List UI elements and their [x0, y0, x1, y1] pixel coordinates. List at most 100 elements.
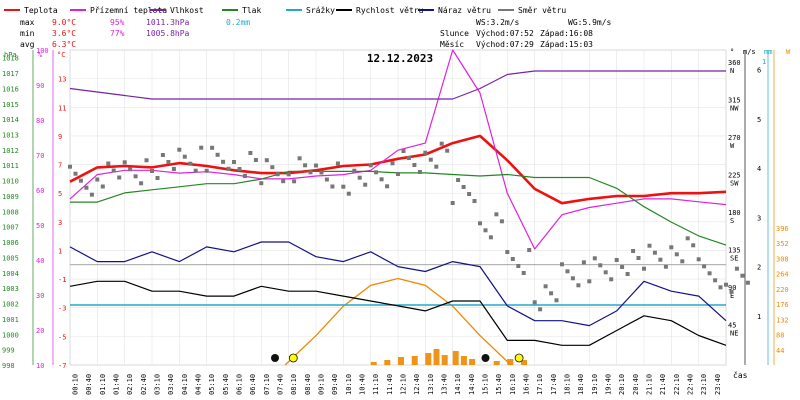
wind-dir-point: [89, 192, 94, 197]
x-tick-label: 02:10: [126, 374, 134, 395]
wind-dir-point: [456, 178, 461, 182]
axis-pct-unit: %: [38, 51, 43, 59]
wind-dir-point: [368, 163, 373, 168]
wind-dir-point: [592, 256, 597, 261]
wind-dir-point: [745, 280, 750, 285]
stats-max-rain: 0.2mm: [226, 18, 250, 27]
wind-dir-point: [494, 212, 499, 217]
grid: [69, 49, 727, 366]
wind-dir-point: [505, 250, 510, 254]
wind-dir-point: [685, 236, 690, 241]
wind-dir-point: [346, 191, 351, 196]
wind-dir-point: [78, 178, 83, 183]
x-tick-label: 19:10: [591, 374, 599, 395]
axis-dir-name: S: [730, 217, 734, 225]
stats-avg-label: avg: [20, 40, 35, 49]
rain-bar: [425, 353, 432, 365]
wind-dir-point: [499, 219, 504, 224]
x-tick-label: 18:10: [564, 374, 572, 395]
x-tick-label: 06:40: [249, 374, 257, 395]
x-tick-label: 11:40: [386, 374, 394, 395]
x-tick-label: 14:10: [454, 374, 462, 395]
axis-dir-deg: 360: [728, 59, 741, 67]
moon-set: Západ:15:03: [540, 40, 593, 49]
x-tick-label: 23:40: [714, 374, 722, 395]
wind-dir-point: [488, 235, 493, 240]
wind-dir-point: [724, 282, 728, 287]
wind-dir-point: [549, 291, 554, 296]
wind-dir-point: [412, 163, 417, 167]
axis-dir-name: E: [730, 292, 734, 300]
wind-dir-point: [357, 175, 362, 180]
axis-hpa-tick: 1014: [2, 116, 19, 124]
wind-dir-point: [674, 252, 679, 257]
wind-dir-point: [221, 159, 226, 164]
wind-dir-point: [324, 177, 329, 182]
axis-hpa-tick: 1015: [2, 101, 19, 109]
wind-dir-point: [111, 168, 116, 173]
rain-bar: [370, 362, 377, 365]
legend-label: Směr větru: [518, 6, 566, 15]
sun-mark: [514, 353, 524, 363]
axis-w-tick: 308: [776, 255, 789, 263]
wind-dir-point: [204, 168, 209, 173]
wind-dir-point: [232, 160, 236, 164]
axis-hpa-tick: 1009: [2, 193, 19, 201]
series-layer: [68, 49, 750, 346]
wind-dir-point: [215, 152, 220, 157]
wind-dir-point: [171, 167, 176, 171]
axis-hpa-tick: 1008: [2, 208, 19, 216]
stats-min-temp: 3.6°C: [52, 29, 76, 38]
axis-hpa-tick: 1018: [2, 55, 19, 63]
wind-dir-point: [281, 179, 286, 184]
axis-hpa-tick: 998: [2, 362, 15, 370]
wind-dir-point: [581, 260, 586, 265]
x-tick-label: 17:40: [550, 374, 558, 395]
wind-dir-point: [193, 168, 198, 173]
wind-dir-point: [150, 169, 154, 173]
legend-label: Teplota: [24, 6, 58, 15]
wind-dir-point: [303, 163, 308, 168]
legend-label: Vlhkost: [170, 6, 204, 15]
wind-dir-point: [691, 243, 696, 248]
wind-dir-point: [718, 285, 723, 290]
wind-dir-point: [117, 175, 122, 180]
axis-degc-tick: 7: [58, 162, 62, 170]
wind-dir-point: [740, 273, 745, 278]
rain-bar: [507, 359, 514, 365]
wind-dir-point: [68, 164, 72, 169]
wind-dir-point: [264, 158, 269, 163]
x-tick-label: 12:10: [400, 374, 408, 395]
axis-pct-tick: 60: [36, 187, 44, 195]
wind-dir-point: [609, 277, 614, 282]
rain-bar: [441, 355, 448, 365]
rain-bar: [521, 360, 527, 365]
x-tick-label: 09:40: [331, 374, 339, 395]
sun-set: Západ:16:08: [540, 29, 593, 38]
axis-degc-tick: 9: [58, 133, 62, 141]
stats-max-press: 1011.3hPa: [146, 18, 190, 27]
x-tick-label: 16:10: [509, 374, 517, 395]
axis-degc-tick: 13: [58, 76, 66, 84]
stats-avg-temp: 6.3°C: [52, 40, 76, 49]
legend-label: Přízemní teplota: [90, 6, 167, 15]
x-tick-label: 16:40: [523, 374, 531, 395]
legend-label: Srážky: [306, 6, 335, 15]
wind-dir-point: [95, 177, 100, 182]
wind-dir-point: [401, 149, 406, 153]
axis-ms-unit: m/s: [743, 48, 756, 56]
rain-bar: [433, 349, 440, 365]
wind-dir-point: [270, 165, 275, 170]
wind-dir-point: [330, 184, 335, 189]
rain-bar: [411, 356, 418, 365]
wind-dir-point: [341, 184, 346, 189]
wind-dir-point: [390, 161, 395, 166]
chart-legend: Teplota Přízemní teplota Vlhkost Tlak Srážky…: [4, 6, 566, 15]
wind-dir-point: [199, 145, 204, 150]
axis-degc-tick: -7: [58, 362, 66, 370]
axis-pct-tick: 10: [36, 362, 44, 370]
axis-w-tick: 88: [776, 332, 784, 340]
axis-hpa-tick: 1002: [2, 301, 19, 309]
wind-dir-point: [292, 179, 297, 184]
axis-hpa-tick: 1004: [2, 270, 19, 278]
